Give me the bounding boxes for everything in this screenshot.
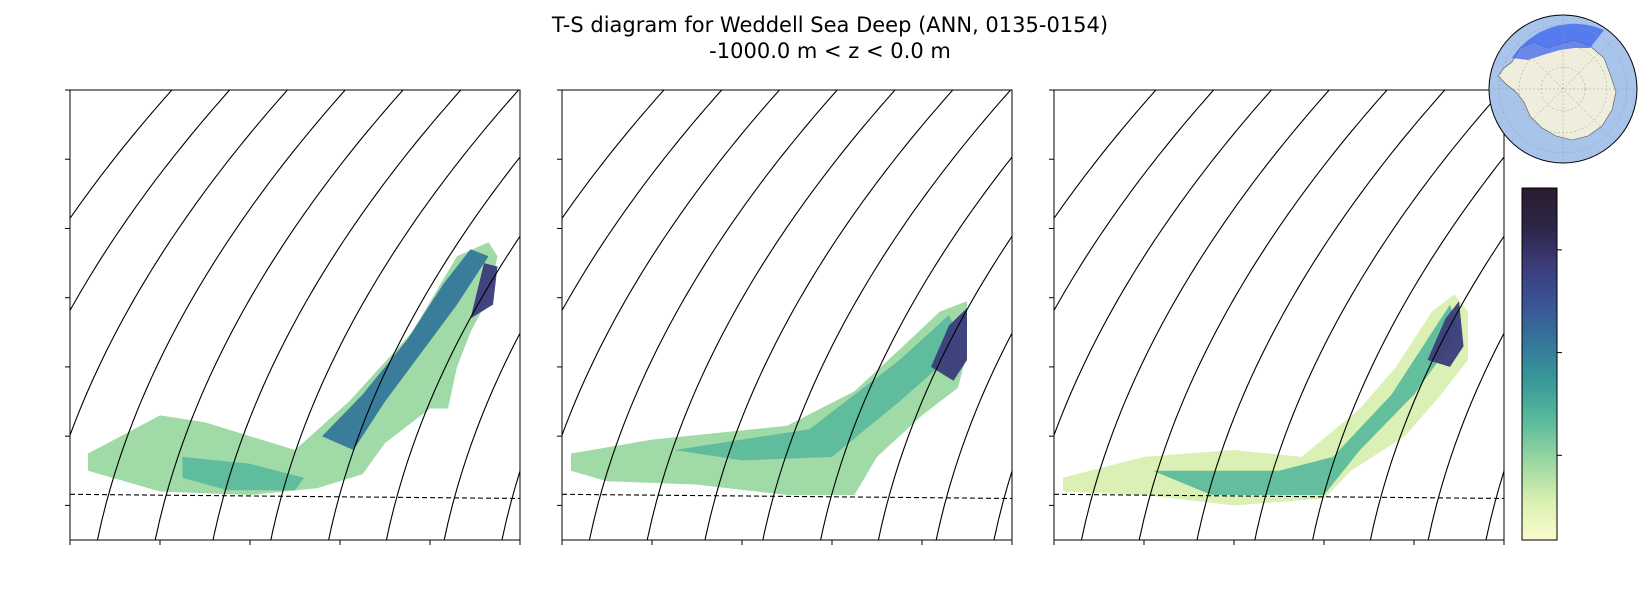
volume-region-2 (322, 249, 489, 450)
isopycnal-contour (1369, 235, 1504, 540)
volume-region-0 (88, 242, 498, 495)
isopycnal-contour (588, 90, 838, 540)
plot-frame (1053, 89, 1505, 541)
isopycnal-contour (70, 90, 289, 437)
weddell-sea-region (1512, 23, 1604, 60)
panel-data-layer (1054, 90, 1504, 540)
freezing-line (70, 493, 520, 500)
panel-0 (65, 89, 521, 545)
isopycnal-contour (993, 469, 1012, 540)
isopycnal-contour (328, 156, 520, 540)
isopycnal-contour (212, 90, 462, 540)
isopycnal-contour (1138, 90, 1388, 540)
plot-frame (69, 89, 521, 541)
volume-region-1 (1153, 304, 1459, 495)
plot-area (65, 89, 1505, 545)
isopycnal-contour (1054, 90, 1157, 220)
isopycnal-contour (501, 469, 520, 540)
panel-1 (557, 89, 1013, 545)
plot-frame (561, 89, 1013, 541)
isopycnal-contour (562, 90, 665, 220)
isopycnal-contour (96, 90, 346, 540)
map-gridlines (1489, 15, 1637, 163)
isopycnal-contour (646, 90, 896, 540)
isopycnal-contour (1485, 469, 1504, 540)
isopycnal-contour (154, 90, 404, 540)
isopycnal-contour (562, 90, 781, 437)
isopycnal-contour (70, 90, 231, 312)
figure-title: T-S diagram for Weddell Sea Deep (ANN, 0… (551, 13, 1109, 37)
isopycnal-contour (270, 90, 520, 540)
freezing-line (562, 493, 1012, 500)
colorbar (1521, 187, 1562, 541)
isopycnal-contour (1312, 156, 1504, 540)
isopycnal-contour (70, 90, 173, 220)
isopycnal-contour (1054, 90, 1273, 437)
isopycnal-contour (1427, 332, 1504, 540)
freezing-line (1054, 493, 1504, 500)
panel-data-layer (562, 90, 1012, 540)
figure-subtitle: -1000.0 m < z < 0.0 m (709, 39, 951, 63)
isopycnal-contour (562, 90, 723, 312)
isopycnal-contour (1080, 90, 1330, 540)
volume-region-1 (182, 456, 304, 491)
isopycnal-contour (1196, 90, 1446, 540)
panel-data-layer (70, 90, 520, 540)
isopycnal-contour (385, 235, 520, 540)
volume-region-1 (674, 315, 963, 461)
isopycnal-contour (935, 332, 1012, 540)
volume-region-0 (571, 301, 967, 495)
isopycnal-contour (1054, 90, 1215, 312)
panel-2 (1049, 89, 1505, 545)
isopycnal-contour (877, 235, 1012, 540)
isopycnal-contour (762, 90, 1012, 540)
volume-region-0 (1063, 294, 1468, 506)
inset-map (1488, 14, 1638, 164)
isopycnal-contour (443, 332, 520, 540)
isopycnal-contour (704, 90, 954, 540)
colorbar-gradient (1521, 187, 1558, 541)
isopycnal-contour (820, 156, 1012, 540)
